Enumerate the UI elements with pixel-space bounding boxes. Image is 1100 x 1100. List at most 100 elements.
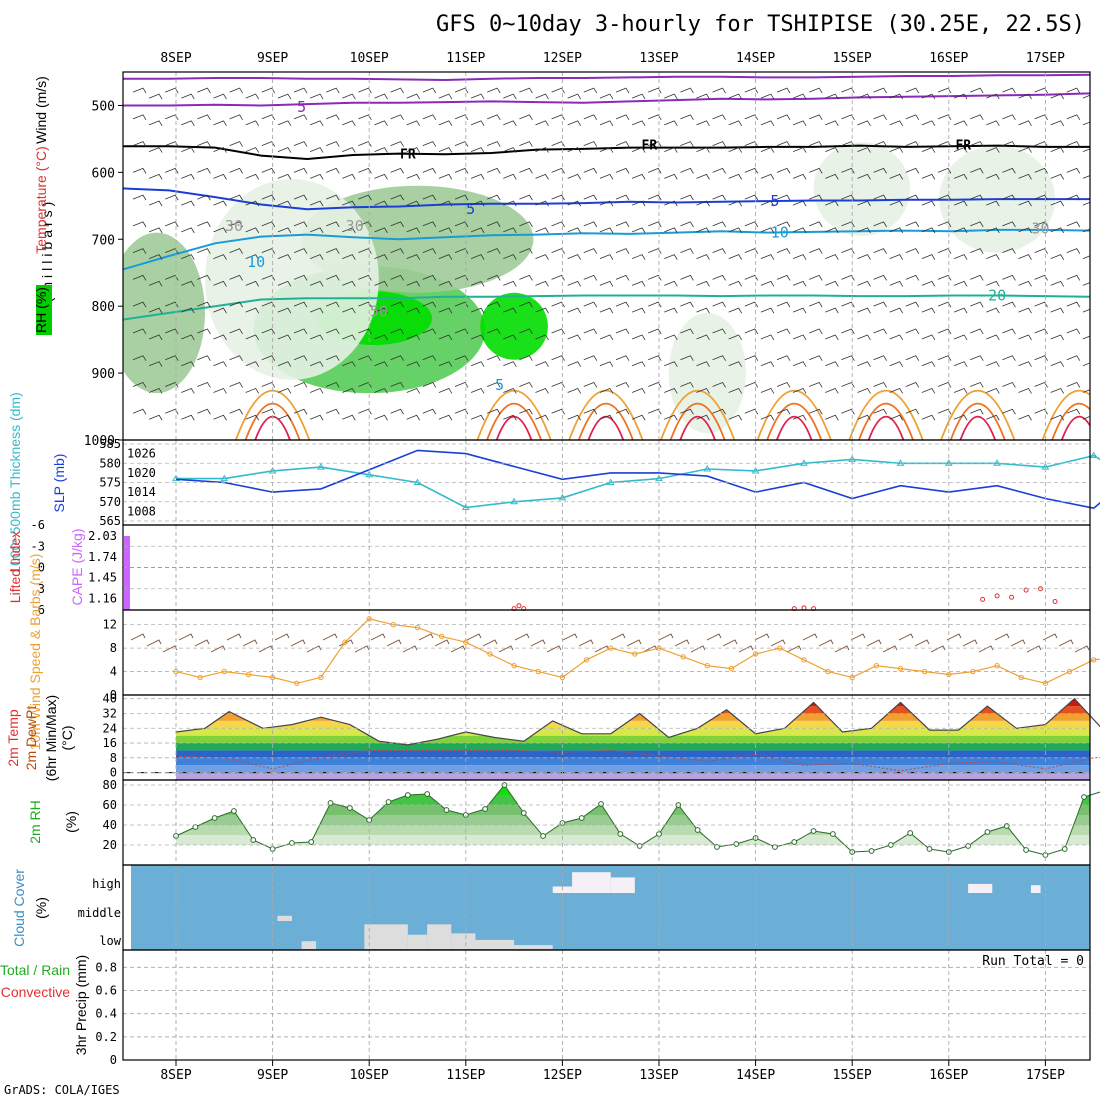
wind-barb (583, 114, 598, 121)
rh-point (1081, 794, 1087, 800)
wind-barb (1034, 87, 1048, 94)
wind-barb (1002, 274, 1016, 281)
rh-point (926, 846, 933, 852)
wind-barb (1018, 173, 1032, 180)
temp-legend: (6hr Min/Max) (43, 695, 59, 781)
wind-barb (358, 141, 372, 147)
wind-barb (728, 93, 743, 100)
rh-point (404, 792, 411, 798)
barb10 (210, 645, 226, 653)
upper-legend-wind: Wind (m/s) (33, 76, 49, 144)
wind-barb (599, 334, 614, 341)
wind-barb (728, 414, 743, 421)
wind-barb (1002, 87, 1016, 94)
contour-label: 5 (495, 376, 504, 394)
precip-ytick: 0.6 (95, 984, 117, 998)
wind-barb (760, 147, 775, 153)
barb10 (802, 633, 818, 641)
wind-barb (293, 248, 308, 254)
wind-barb (342, 173, 356, 180)
wind-barb (342, 307, 356, 314)
wind-barb (648, 87, 662, 94)
wind-barb (454, 381, 469, 388)
barb10 (850, 633, 866, 641)
wind-barb (551, 274, 565, 281)
barb10 (322, 633, 338, 641)
wind-barb (744, 328, 759, 335)
wind-barb (825, 334, 839, 341)
wind-barb (776, 328, 791, 335)
temp-contour-arc (858, 402, 914, 440)
wind-barb (631, 173, 646, 180)
wind-barb (728, 280, 743, 287)
rh-point (694, 827, 701, 833)
wind-barb (197, 328, 211, 335)
wind-barb (937, 248, 952, 254)
wind-barb (728, 307, 743, 314)
wind-barb (454, 114, 469, 121)
contour-label: 50 (370, 303, 388, 321)
wind-barb (358, 221, 372, 228)
wind-barb (261, 194, 276, 201)
xtick-top: 15SEP (833, 51, 872, 66)
wind-barb (438, 93, 453, 100)
panel-frame (122, 949, 1091, 1061)
temp-ytick: 16 (103, 736, 117, 750)
cloud-block (475, 939, 515, 949)
wind-barb (326, 301, 340, 308)
wind-barb (535, 280, 549, 287)
wind-barb (970, 381, 984, 388)
contour-label: FR (642, 138, 658, 153)
wind-barb (245, 361, 260, 367)
wind-barb (664, 120, 678, 127)
wind-barb (970, 167, 984, 174)
barb10 (930, 645, 946, 653)
wind-barb (148, 254, 163, 260)
panel-frames (118, 71, 1091, 1066)
wind-barb (921, 120, 936, 127)
wind-barb (148, 361, 163, 367)
wind-barb (181, 414, 195, 421)
wind-barb (229, 355, 243, 361)
wind-barb (1050, 307, 1065, 314)
temp-legend: (°C) (59, 725, 75, 750)
wind-barb (342, 120, 356, 127)
contour-label: 10 (247, 253, 265, 271)
wind-barb (132, 194, 147, 201)
temp-band (176, 720, 1090, 729)
cape-legend: CAPE (J/kg) (69, 528, 85, 605)
wind-barb (309, 387, 324, 394)
wind-barb (841, 381, 855, 388)
barb10 (242, 639, 258, 647)
wind-barb (132, 274, 147, 281)
wind-barb (245, 120, 260, 127)
wind-barb (857, 173, 871, 180)
wind-barb (438, 173, 453, 180)
wind-barb (470, 147, 485, 153)
barb10 (194, 639, 210, 647)
wind-barb (857, 387, 871, 394)
wind-barb (712, 328, 726, 335)
temp-contour-arc (669, 402, 726, 440)
wind-barb (277, 120, 292, 127)
wind-barb (181, 334, 195, 341)
wind-barb (648, 274, 662, 281)
wind-barb (535, 147, 549, 153)
rh-point (1003, 823, 1010, 829)
barb10 (562, 633, 578, 641)
wind-barb (696, 173, 710, 180)
barb10 (178, 633, 194, 641)
wind-barb (342, 414, 356, 421)
thickness-marker (800, 459, 808, 466)
wind-panel-bg (123, 610, 1090, 695)
wind-barb (342, 147, 356, 153)
wind-barb (664, 147, 678, 153)
wind-barb (696, 307, 710, 314)
xtick-top: 10SEP (350, 51, 389, 66)
wind-barb (132, 141, 147, 147)
wind10-point (873, 662, 880, 669)
wind-barb (213, 414, 227, 421)
wind-barb (1018, 120, 1032, 127)
wind-barb (792, 200, 807, 207)
thickness-marker (510, 497, 518, 505)
